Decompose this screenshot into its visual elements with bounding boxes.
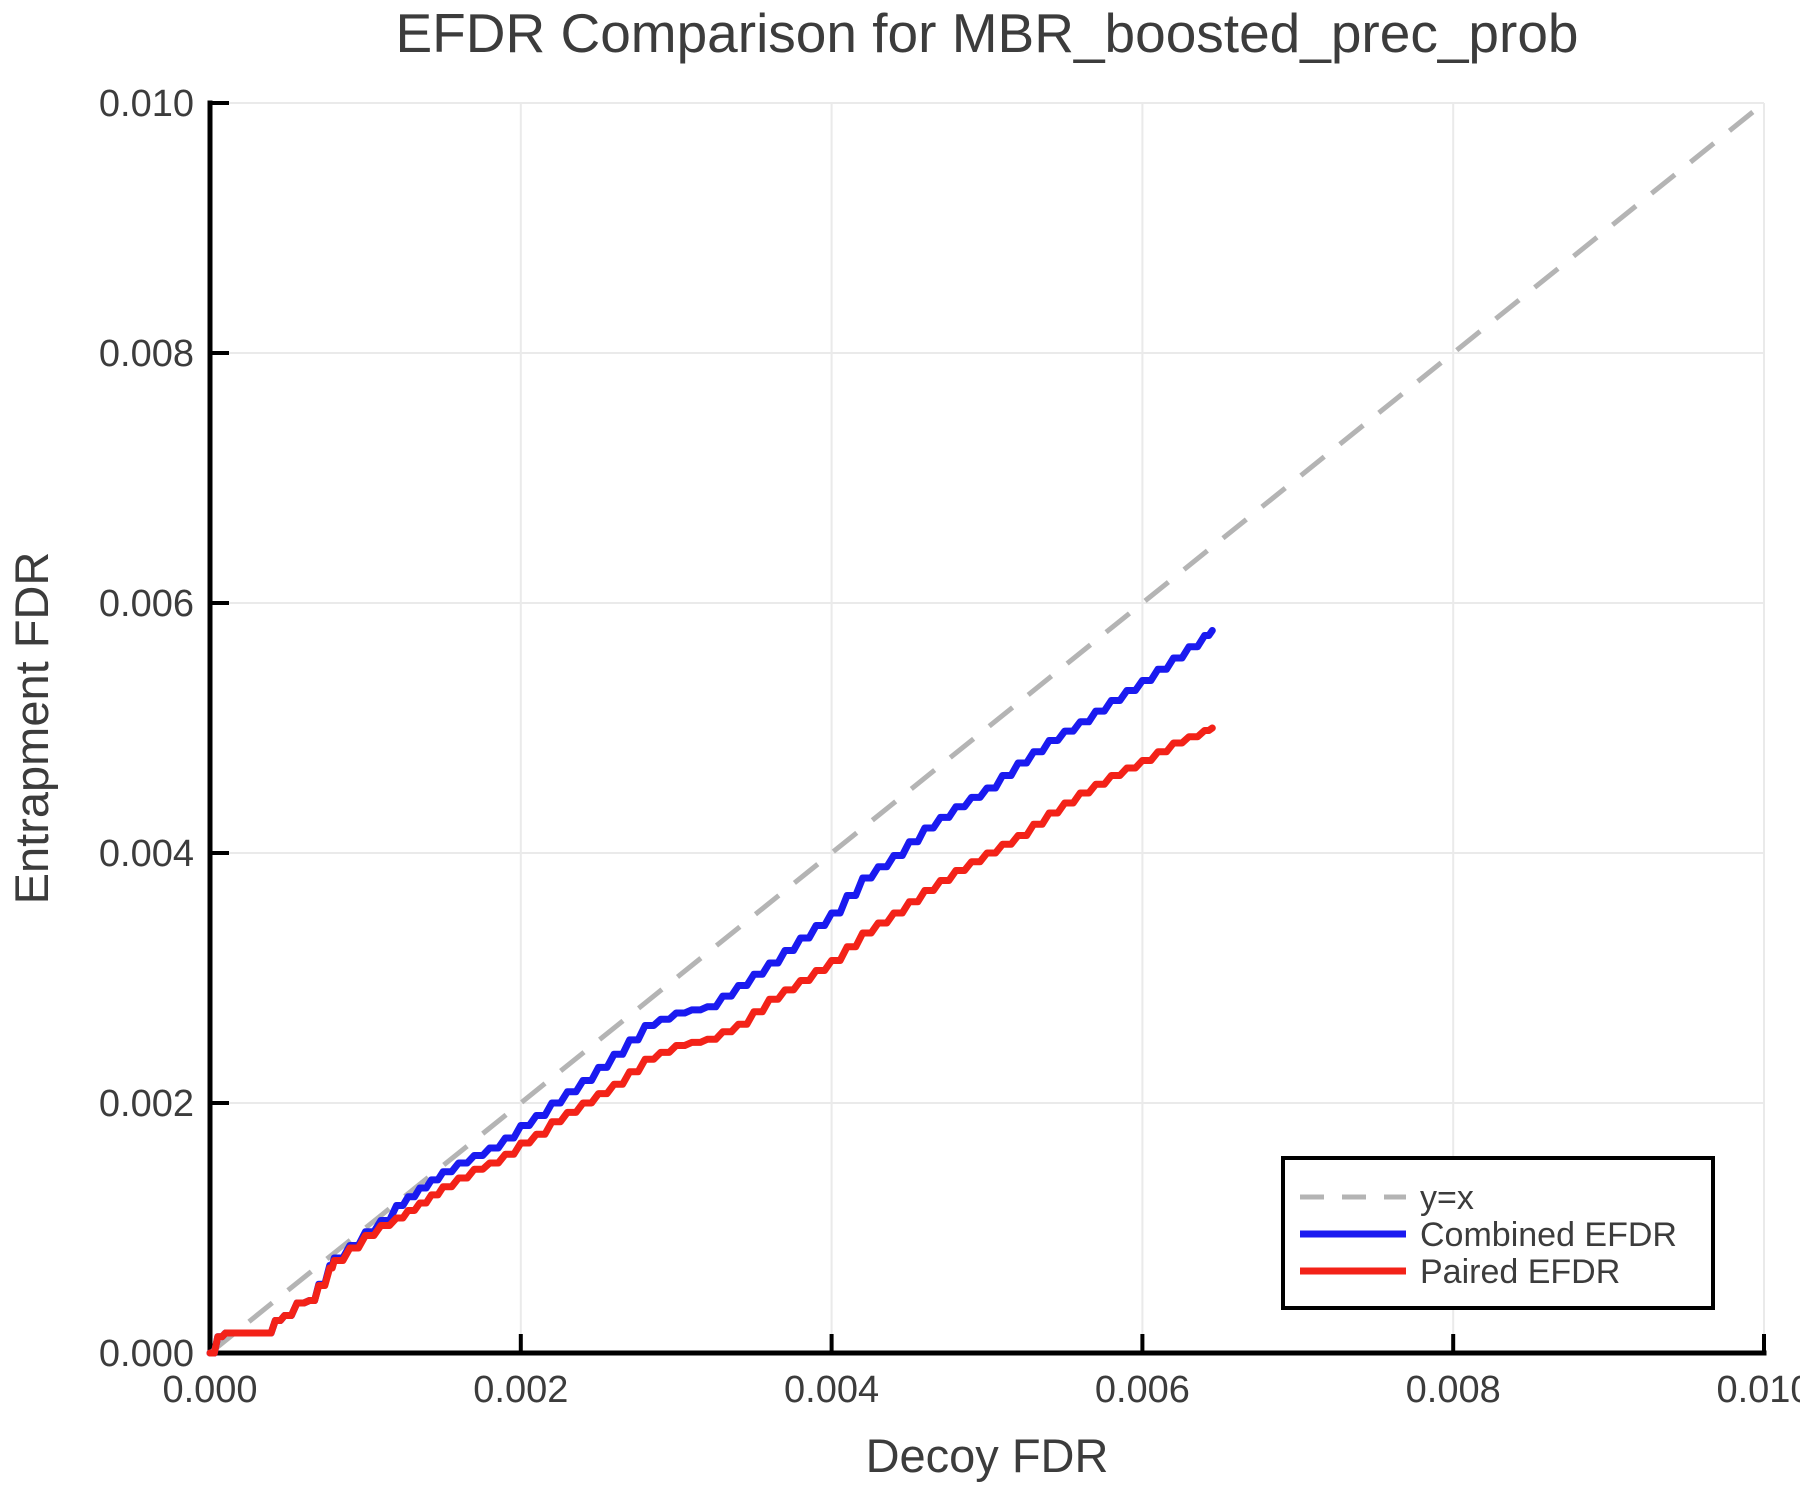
identity-reference-line [208,101,1766,1355]
chart-title: EFDR Comparison for MBR_boosted_prec_pro… [395,2,1578,64]
paired-efdr-curve [206,724,1216,1357]
legend-label-paired: Paired EFDR [1420,1253,1620,1291]
x-tick-label: 0.004 [784,1369,879,1411]
y-tick-label: 0.002 [99,1083,194,1125]
y-axis-label: Entrapment FDR [5,552,58,905]
x-tick-label: 0.002 [473,1369,568,1411]
legend: y=x Combined EFDR Paired EFDR [1281,1156,1715,1310]
legend-item-combined: Combined EFDR [1300,1216,1677,1254]
x-tick-label: 0.006 [1095,1369,1190,1411]
axis-layer: 0.000 0.002 0.004 0.006 0.008 0.010 0.000 0.002… [99,83,1800,1411]
y-tick-label: 0.000 [99,1333,194,1375]
y-tick-label: 0.006 [99,583,194,625]
y-tick-label: 0.008 [99,333,194,375]
x-axis-label: Decoy FDR [866,1429,1109,1482]
x-tick-label: 0.010 [1716,1369,1800,1411]
legend-item-paired: Paired EFDR [1300,1253,1620,1291]
x-tick-label: 0.000 [162,1369,257,1411]
x-tick-label: 0.008 [1406,1369,1501,1411]
legend-item-identity: y=x [1300,1179,1474,1217]
legend-label-identity: y=x [1420,1179,1474,1217]
y-tick-label: 0.004 [99,833,194,875]
y-tick-label: 0.010 [99,83,194,125]
legend-label-combined: Combined EFDR [1420,1216,1677,1254]
